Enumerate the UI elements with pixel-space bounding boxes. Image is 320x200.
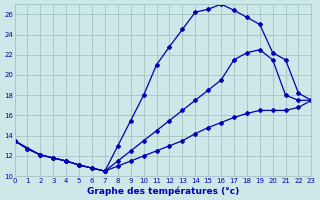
X-axis label: Graphe des températures (°c): Graphe des températures (°c) xyxy=(87,186,239,196)
